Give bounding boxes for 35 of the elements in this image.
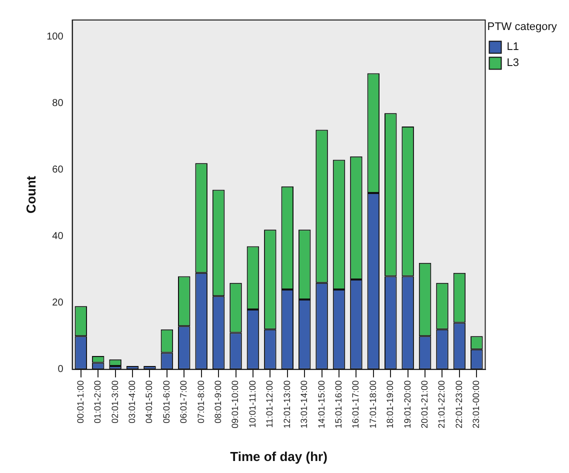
y-tick-label: 0 xyxy=(58,364,64,376)
y-tick-label: 40 xyxy=(52,231,64,242)
x-tick-label: 03:01-4:00 xyxy=(126,380,137,424)
x-tick-label: 19:01-20:00 xyxy=(402,380,412,428)
x-tick-label: 20:01-21:00 xyxy=(420,380,430,428)
x-tick-label: 06:01-7:00 xyxy=(178,380,189,424)
x-tick-label: 05:01-6:00 xyxy=(161,380,172,424)
y-tick-label: 20 xyxy=(52,298,64,309)
x-tick-label: 12:01-13:00 xyxy=(282,380,292,428)
x-tick-label: 18:01-19:00 xyxy=(385,380,396,428)
x-tick-label: 23:01-00:00 xyxy=(471,380,482,428)
x-tick-label: 09:01-10:00 xyxy=(230,380,240,428)
x-axis-title: Time of day (hr) xyxy=(230,448,328,464)
y-tick-label: 60 xyxy=(52,164,64,176)
legend-title: PTW category xyxy=(487,21,557,33)
x-tick-label: 22:01-23:00 xyxy=(454,380,464,428)
x-tick-label: 11:01-12:00 xyxy=(264,380,275,428)
legend-label: L3 xyxy=(506,57,520,70)
legend-label: L1 xyxy=(506,41,520,54)
x-tick-label: 04:01-5:00 xyxy=(144,380,154,424)
x-tick-label: 01:01-2:00 xyxy=(92,380,103,424)
y-axis-title: Count xyxy=(23,175,38,214)
x-tick-label: 14:01-15:00 xyxy=(316,380,326,428)
x-tick-label: 16:01-17:00 xyxy=(350,380,361,428)
x-tick-label: 17:01-18:00 xyxy=(368,380,378,428)
y-tick-label: 100 xyxy=(46,31,64,42)
x-tick-label: 02:01-3:00 xyxy=(110,380,120,424)
x-tick-label: 07:01-8:00 xyxy=(196,380,206,424)
y-tick-label: 80 xyxy=(52,98,64,109)
x-tick-label: 10:01-11:00 xyxy=(247,380,258,428)
x-tick-label: 08:01-9:00 xyxy=(213,380,224,424)
x-tick-label: 21:01-22:00 xyxy=(436,380,447,428)
x-tick-label: 15:01-16:00 xyxy=(333,380,344,428)
x-tick-label: 13:01-14:00 xyxy=(299,380,310,428)
x-tick-label: 00:01-1:00 xyxy=(75,380,86,424)
